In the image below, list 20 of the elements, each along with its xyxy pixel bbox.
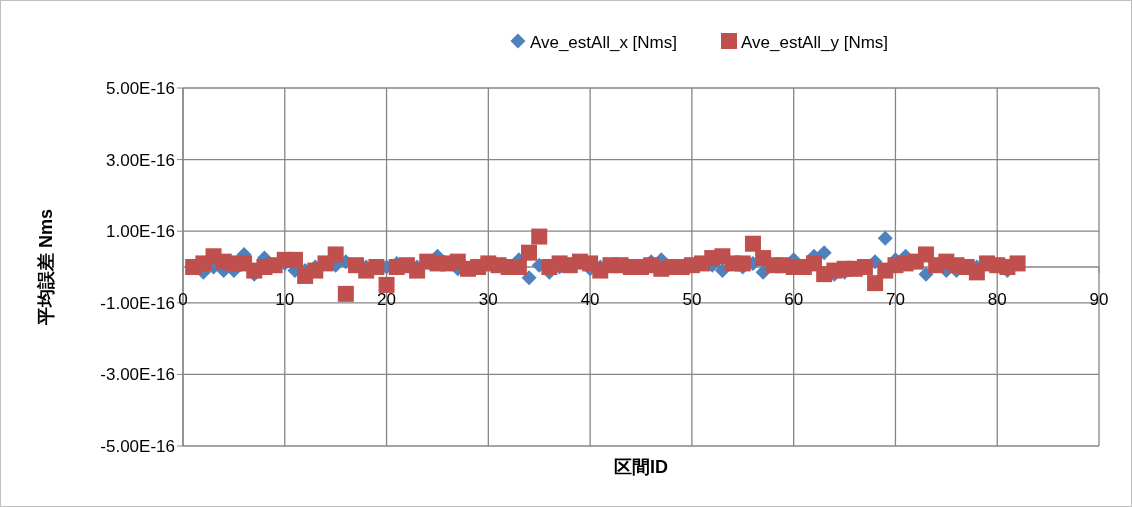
y-tick-label: 5.00E-16 bbox=[106, 79, 175, 98]
y-tick-label: 3.00E-16 bbox=[106, 150, 175, 170]
x-tick-label: 10 bbox=[275, 290, 295, 309]
legend-label: Ave_estAll_x [Nms] bbox=[529, 33, 677, 52]
y-tick-label: -1.00E-16 bbox=[100, 293, 175, 313]
x-tick-label: 70 bbox=[885, 290, 905, 309]
y-axis-title: 平均誤差 Nms bbox=[36, 208, 56, 327]
x-axis-title: 区間ID bbox=[614, 457, 668, 477]
x-tick-label: 60 bbox=[784, 290, 804, 309]
y-tick-label: -5.00E-16 bbox=[100, 437, 175, 456]
x-tick-label: 80 bbox=[987, 290, 1007, 309]
x-tick-label: 50 bbox=[682, 290, 702, 309]
x-tick-label: 20 bbox=[377, 290, 397, 309]
y-tick-label: 1.00E-16 bbox=[106, 222, 175, 242]
y-tick-label: -3.00E-16 bbox=[100, 365, 175, 385]
x-tick-label: 0 bbox=[178, 290, 188, 309]
x-tick-label: 90 bbox=[1089, 290, 1109, 309]
x-tick-label: 30 bbox=[478, 290, 498, 309]
legend-label: Ave_estAll_y [Nms] bbox=[741, 33, 889, 52]
x-tick-label: 40 bbox=[580, 290, 600, 309]
